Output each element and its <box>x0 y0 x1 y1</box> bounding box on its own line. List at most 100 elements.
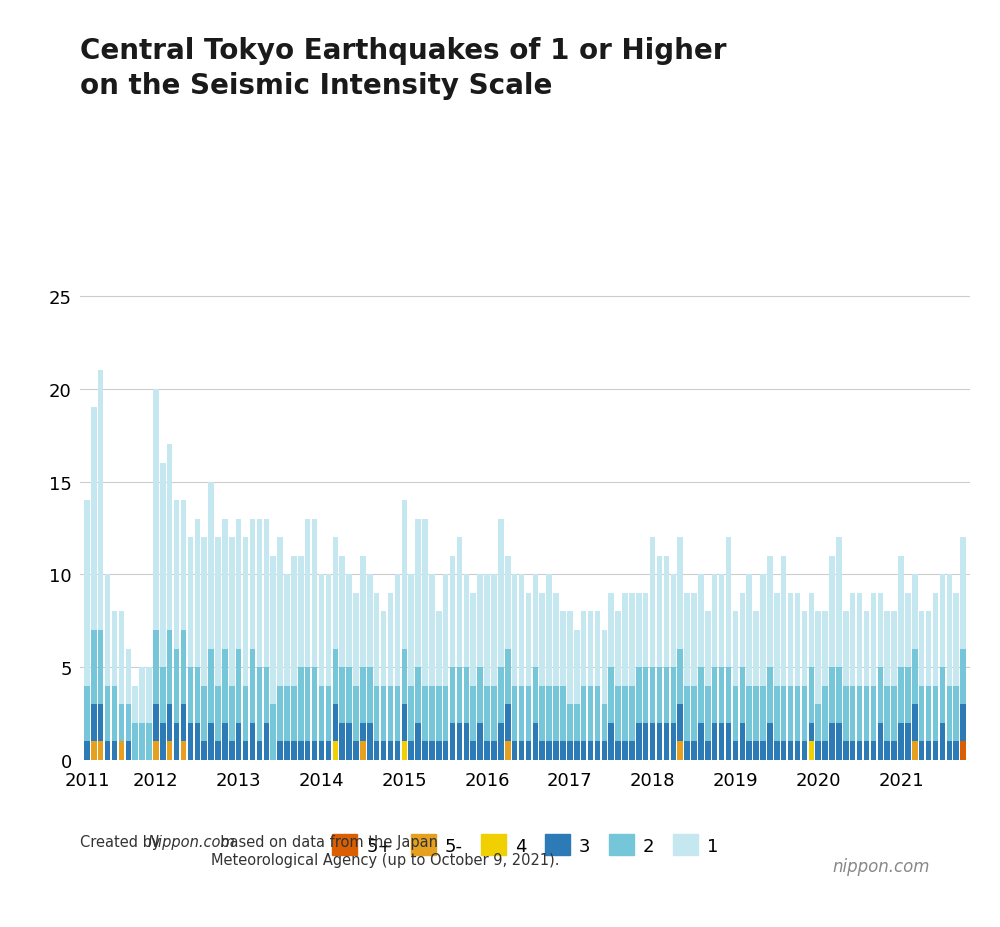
Bar <box>602 742 607 760</box>
Bar <box>477 667 483 723</box>
Bar <box>864 686 869 742</box>
Bar <box>305 667 310 742</box>
Bar <box>457 667 462 723</box>
Bar <box>712 723 717 760</box>
Bar <box>436 612 442 686</box>
Bar <box>381 686 386 742</box>
Bar <box>229 686 235 742</box>
Bar <box>208 482 214 649</box>
Bar <box>415 667 421 723</box>
Bar <box>112 742 117 760</box>
Bar <box>905 667 911 723</box>
Bar <box>215 686 221 742</box>
Bar <box>408 686 414 742</box>
Bar <box>677 649 683 705</box>
Bar <box>415 519 421 667</box>
Bar <box>402 742 407 760</box>
Bar <box>546 575 552 686</box>
Bar <box>277 742 283 760</box>
Bar <box>160 667 166 723</box>
Bar <box>953 686 959 742</box>
Bar <box>815 705 821 742</box>
Bar <box>215 742 221 760</box>
Bar <box>174 649 179 723</box>
Bar <box>933 742 938 760</box>
Bar <box>677 538 683 649</box>
Bar <box>484 686 490 742</box>
Bar <box>726 667 731 723</box>
Bar <box>871 593 876 686</box>
Bar <box>188 667 193 723</box>
Bar <box>712 667 717 723</box>
Bar <box>933 686 938 742</box>
Bar <box>153 630 159 705</box>
Bar <box>229 742 235 760</box>
Bar <box>657 723 662 760</box>
Bar <box>408 742 414 760</box>
Bar <box>464 723 469 760</box>
Bar <box>664 723 669 760</box>
Bar <box>691 686 697 742</box>
Bar <box>567 742 573 760</box>
Bar <box>871 686 876 742</box>
Bar <box>484 575 490 686</box>
Bar <box>774 742 780 760</box>
Bar <box>264 723 269 760</box>
Bar <box>84 742 90 760</box>
Bar <box>553 593 559 686</box>
Bar <box>505 649 511 705</box>
Bar <box>105 686 110 742</box>
Bar <box>947 742 952 760</box>
Bar <box>153 742 159 760</box>
Bar <box>608 667 614 723</box>
Bar <box>257 742 262 760</box>
Bar <box>402 649 407 705</box>
Bar <box>926 612 931 686</box>
Bar <box>84 501 90 686</box>
Bar <box>891 612 897 686</box>
Bar <box>457 723 462 760</box>
Bar <box>753 686 759 742</box>
Bar <box>298 742 304 760</box>
Bar <box>857 686 862 742</box>
Bar <box>98 742 103 760</box>
Bar <box>760 742 766 760</box>
Bar <box>91 408 97 630</box>
Bar <box>477 575 483 667</box>
Bar <box>526 686 531 742</box>
Bar <box>319 742 324 760</box>
Bar <box>719 575 724 667</box>
Bar <box>491 686 497 742</box>
Bar <box>312 667 317 742</box>
Bar <box>960 705 966 742</box>
Bar <box>250 723 255 760</box>
Bar <box>312 742 317 760</box>
Bar <box>346 723 352 760</box>
Bar <box>464 667 469 723</box>
Bar <box>684 686 690 742</box>
Bar <box>167 705 172 742</box>
Bar <box>319 575 324 686</box>
Bar <box>671 575 676 667</box>
Bar <box>333 649 338 705</box>
Bar <box>912 649 918 705</box>
Bar <box>664 556 669 667</box>
Bar <box>781 686 786 742</box>
Bar <box>181 742 186 760</box>
Bar <box>864 612 869 686</box>
Bar <box>477 723 483 760</box>
Bar <box>291 742 297 760</box>
Text: Nippon.com: Nippon.com <box>148 834 236 849</box>
Bar <box>208 649 214 723</box>
Bar <box>878 723 883 760</box>
Bar <box>470 742 476 760</box>
Bar <box>905 593 911 667</box>
Bar <box>884 742 890 760</box>
Text: based on data from the Japan
Meteorological Agency (up to October 9, 2021).: based on data from the Japan Meteorologi… <box>211 834 560 867</box>
Bar <box>560 686 566 742</box>
Bar <box>264 519 269 667</box>
Bar <box>912 705 918 742</box>
Bar <box>795 742 800 760</box>
Bar <box>740 667 745 723</box>
Bar <box>553 686 559 742</box>
